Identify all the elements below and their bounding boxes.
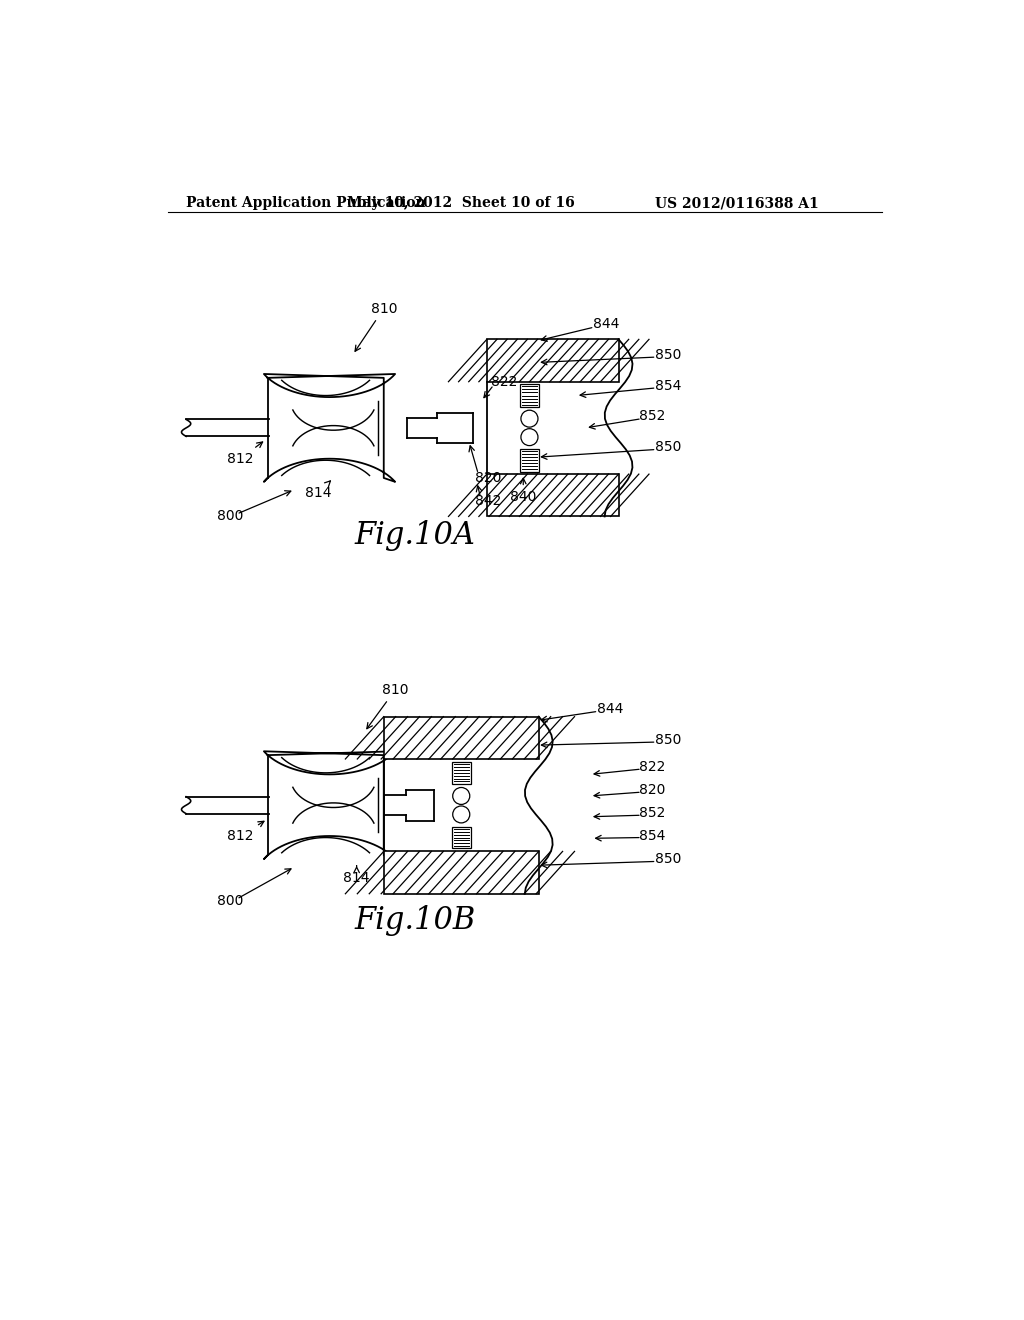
Bar <box>520 449 539 471</box>
Text: 850: 850 <box>655 440 681 454</box>
Bar <box>452 762 471 784</box>
Text: Fig.10B: Fig.10B <box>354 906 475 936</box>
Text: 812: 812 <box>227 442 262 466</box>
Text: 812: 812 <box>227 821 264 843</box>
Text: 852: 852 <box>640 807 666 820</box>
Text: 850: 850 <box>655 853 681 866</box>
Text: 844: 844 <box>597 702 624 715</box>
Text: 810: 810 <box>367 682 409 729</box>
Text: 820: 820 <box>640 783 666 797</box>
Text: 810: 810 <box>355 301 397 351</box>
Text: 852: 852 <box>640 409 666 424</box>
Bar <box>384 717 539 759</box>
Text: 820: 820 <box>475 471 502 484</box>
Text: 800: 800 <box>217 510 244 524</box>
Circle shape <box>521 411 538 428</box>
Text: 854: 854 <box>640 829 666 843</box>
Text: US 2012/0116388 A1: US 2012/0116388 A1 <box>655 197 819 210</box>
Text: 800: 800 <box>217 895 244 908</box>
Circle shape <box>521 429 538 446</box>
Bar <box>520 384 539 407</box>
Text: Patent Application Publication: Patent Application Publication <box>186 197 426 210</box>
Text: 842: 842 <box>475 494 502 508</box>
Text: 814: 814 <box>304 480 331 500</box>
Bar <box>452 826 471 849</box>
Bar <box>486 339 618 381</box>
Text: 822: 822 <box>640 760 666 774</box>
Text: May 10, 2012  Sheet 10 of 16: May 10, 2012 Sheet 10 of 16 <box>347 197 575 210</box>
Text: 822: 822 <box>490 375 517 388</box>
Bar <box>486 474 618 516</box>
Bar <box>384 851 539 894</box>
Text: Fig.10A: Fig.10A <box>354 520 475 552</box>
Text: 850: 850 <box>655 347 681 362</box>
Text: 814: 814 <box>343 866 370 886</box>
Circle shape <box>453 807 470 822</box>
Circle shape <box>453 788 470 804</box>
Text: 840: 840 <box>510 478 537 504</box>
Text: 850: 850 <box>655 733 681 747</box>
Text: 844: 844 <box>593 317 620 331</box>
Text: 854: 854 <box>655 379 681 392</box>
